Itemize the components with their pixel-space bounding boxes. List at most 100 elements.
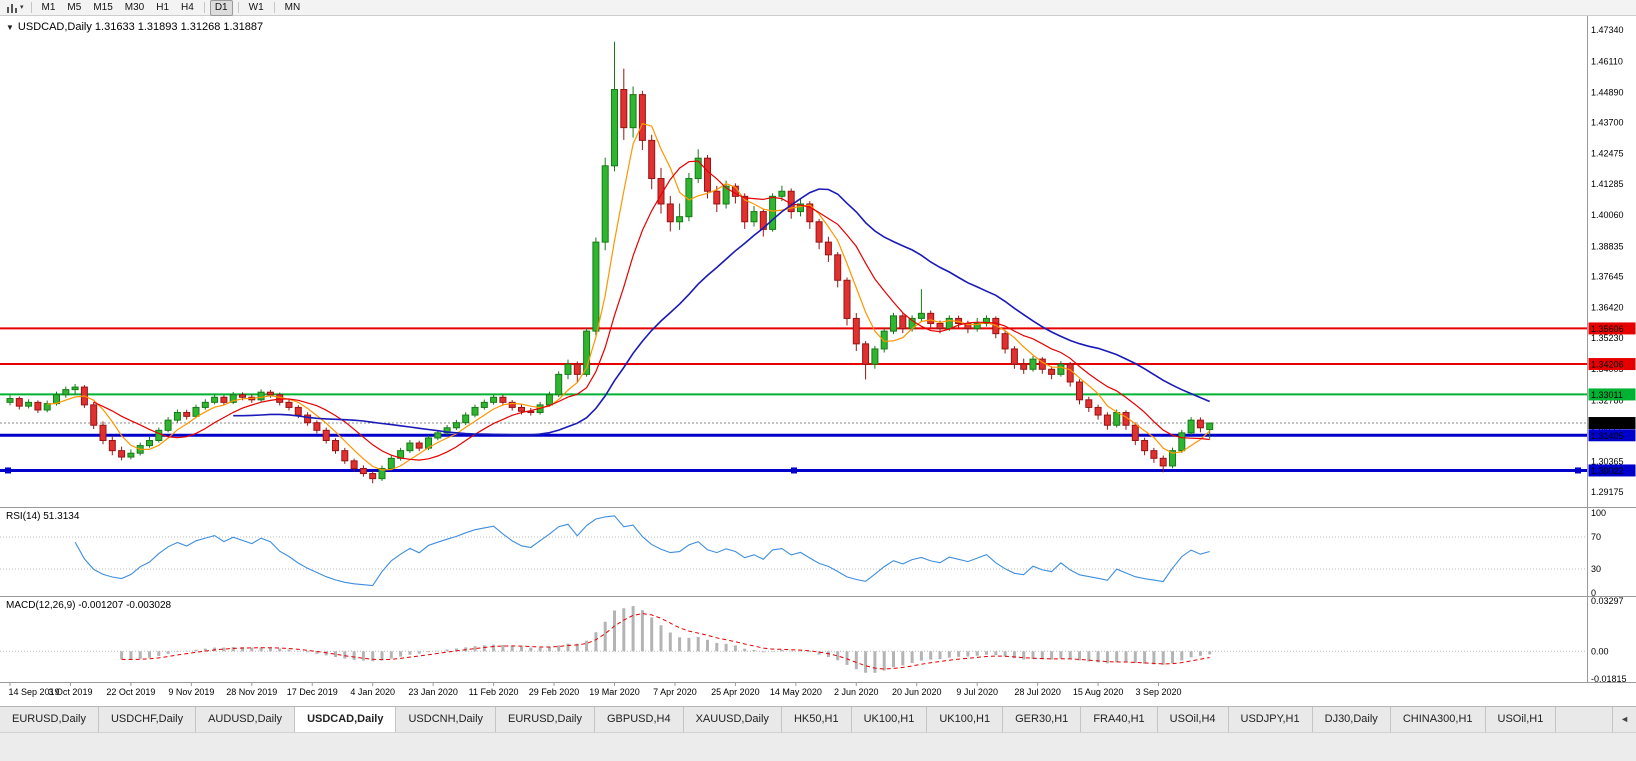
chart-tab-dj30-daily[interactable]: DJ30,Daily	[1312, 707, 1391, 732]
ma-slow-blue-line	[233, 188, 1211, 436]
chevron-down-icon: ▾	[20, 3, 24, 11]
macd-signal-line	[121, 613, 1210, 670]
chart-tab-uk100-h1[interactable]: UK100,H1	[927, 707, 1004, 732]
svg-text:0.03297: 0.03297	[1591, 596, 1624, 606]
timeframe-button-mn[interactable]: MN	[284, 1, 301, 13]
svg-text:28 Nov 2019: 28 Nov 2019	[226, 687, 277, 697]
timeframe-button-m30[interactable]: M30	[124, 1, 145, 13]
hline-handle[interactable]	[791, 467, 797, 474]
chart-area: 1.47340 1.46110 1.44890 1.43700 1.42475 1.412…	[0, 16, 1636, 706]
svg-text:15 Aug 2020: 15 Aug 2020	[1073, 687, 1124, 697]
svg-text:1.34206: 1.34206	[1591, 360, 1624, 370]
svg-text:14 May 2020: 14 May 2020	[770, 687, 822, 697]
symbol-title: ▼ USDCAD,Daily 1.31633 1.31893 1.31268 1.…	[6, 21, 263, 33]
svg-text:3 Oct 2019: 3 Oct 2019	[48, 687, 92, 697]
ma-fast-orange-line	[47, 122, 1211, 471]
timeframe-button-d1[interactable]: D1	[209, 0, 233, 16]
svg-text:1.44890: 1.44890	[1591, 87, 1624, 97]
hline-handle[interactable]	[5, 467, 11, 474]
svg-text:29 Feb 2020: 29 Feb 2020	[529, 687, 580, 697]
svg-text:7 Apr 2020: 7 Apr 2020	[653, 687, 697, 697]
svg-text:0.00: 0.00	[1591, 646, 1609, 656]
svg-text:100: 100	[1591, 508, 1606, 518]
timeframe-buttons-group: M1 M5 M15 M30 H1 H4 D1 W1 MN	[36, 0, 307, 16]
timeframe-button-m5[interactable]: M5	[67, 1, 82, 13]
svg-text:1.38835: 1.38835	[1591, 241, 1624, 251]
chart-tab-eurusd-daily[interactable]: EURUSD,Daily	[0, 707, 99, 732]
symbol-ohlc-text: USDCAD,Daily 1.31633 1.31893 1.31268 1.3…	[17, 21, 264, 33]
horizontal-level-lines[interactable]	[0, 327, 1588, 474]
timeframe-button-h1[interactable]: H1	[156, 1, 170, 13]
svg-text:0: 0	[1591, 588, 1596, 598]
chart-tab-usdchf-daily[interactable]: USDCHF,Daily	[98, 707, 197, 732]
svg-text:70: 70	[1591, 532, 1601, 542]
svg-text:2 Jun 2020: 2 Jun 2020	[834, 687, 879, 697]
svg-text:4 Jan 2020: 4 Jan 2020	[350, 687, 395, 697]
rsi-line	[74, 515, 1210, 587]
timeframe-button-h4[interactable]: H4	[181, 1, 194, 13]
svg-text:1.43700: 1.43700	[1591, 118, 1624, 128]
svg-text:1.29175: 1.29175	[1591, 487, 1624, 497]
chart-tab-hk50-h1[interactable]: HK50,H1	[781, 707, 852, 732]
svg-text:1.33011: 1.33011	[1591, 390, 1623, 400]
chart-tab-china300-h1[interactable]: CHINA300,H1	[1390, 707, 1486, 732]
price-axis: 1.47340 1.46110 1.44890 1.43700 1.42475 1.412…	[1591, 25, 1627, 684]
chart-tab-fra40-h1[interactable]: FRA40,H1	[1081, 707, 1158, 732]
chart-tab-usdcad-daily[interactable]: USDCAD,Daily	[295, 707, 397, 732]
bar-chart-icon	[7, 3, 17, 13]
timeframe-button-w1[interactable]: W1	[248, 1, 264, 13]
tabs-scroll-left-button[interactable]: ◄	[1612, 707, 1636, 732]
svg-text:23 Jan 2020: 23 Jan 2020	[408, 687, 458, 697]
level-price-label	[1588, 322, 1636, 335]
chart-tabs: EURUSD,Daily USDCHF,Daily AUDUSD,Daily USDC…	[0, 707, 1557, 732]
chart-tabs-bar: EURUSD,Daily USDCHF,Daily AUDUSD,Daily USDC…	[0, 706, 1636, 732]
svg-text:1.36420: 1.36420	[1591, 303, 1624, 313]
svg-text:9 Nov 2019: 9 Nov 2019	[168, 687, 214, 697]
chart-tab-usdjpy-h1[interactable]: USDJPY,H1	[1228, 707, 1313, 732]
timeframe-button-m15[interactable]: M15	[93, 1, 113, 13]
svg-text:9 Jul 2020: 9 Jul 2020	[956, 687, 998, 697]
level-price-label	[1588, 429, 1636, 442]
chart-canvas[interactable]: 1.47340 1.46110 1.44890 1.43700 1.42475 1.412…	[0, 16, 1636, 706]
symbol-dropdown-icon[interactable]: ▼	[6, 23, 14, 32]
svg-text:25 Apr 2020: 25 Apr 2020	[711, 687, 760, 697]
chart-tab-audusd-daily[interactable]: AUDUSD,Daily	[196, 707, 296, 732]
toolbar-separator	[30, 2, 32, 13]
toolbar-separator	[237, 2, 239, 13]
svg-text:22 Oct 2019: 22 Oct 2019	[106, 687, 155, 697]
timeframe-toolbar: ▾ M1 M5 M15 M30 H1 H4 D1 W1 MN	[0, 0, 1636, 16]
macd-indicator-label: MACD(12,26,9) -0.001207 -0.003028	[6, 600, 172, 611]
rsi-indicator-label: RSI(14) 51.3134	[6, 511, 80, 522]
current-price-label	[1588, 417, 1636, 430]
toolbar-separator	[273, 2, 275, 13]
svg-text:1.35230: 1.35230	[1591, 333, 1624, 343]
svg-text:30: 30	[1591, 564, 1601, 574]
toolbar-separator	[203, 2, 205, 13]
svg-text:1.40060: 1.40060	[1591, 210, 1624, 220]
chart-tab-usoil-h4[interactable]: USOil,H4	[1157, 707, 1229, 732]
timeframe-button-m1[interactable]: M1	[41, 1, 56, 13]
chart-type-button[interactable]: ▾	[3, 2, 27, 14]
hline-handle[interactable]	[1575, 467, 1581, 474]
svg-text:3 Sep 2020: 3 Sep 2020	[1136, 687, 1182, 697]
chart-tab-usdcnh-daily[interactable]: USDCNH,Daily	[396, 707, 497, 732]
svg-text:11 Feb 2020: 11 Feb 2020	[469, 687, 519, 697]
chart-tab-ger30-h1[interactable]: GER30,H1	[1003, 707, 1082, 732]
ma-mid-red-line	[93, 160, 1210, 461]
chart-tab-usoil-h1[interactable]: USOil,H1	[1485, 707, 1557, 732]
svg-text:14 Sep 2019: 14 Sep 2019	[8, 687, 59, 697]
macd-histogram	[120, 606, 1212, 673]
status-bar	[0, 732, 1636, 761]
svg-text:1.46110: 1.46110	[1591, 56, 1623, 66]
svg-text:1.31887: 1.31887	[1591, 419, 1624, 429]
svg-text:1.30365: 1.30365	[1591, 457, 1624, 467]
svg-text:17 Dec 2019: 17 Dec 2019	[287, 687, 338, 697]
svg-text:-0.01815: -0.01815	[1591, 674, 1627, 684]
chart-tab-gbpusd-h4[interactable]: GBPUSD,H4	[595, 707, 684, 732]
chart-tab-uk100-h1[interactable]: UK100,H1	[851, 707, 928, 732]
svg-text:1.47340: 1.47340	[1591, 25, 1624, 35]
chart-tab-xauusd-daily[interactable]: XAUUSD,Daily	[683, 707, 782, 732]
chart-tab-eurusd-daily[interactable]: EURUSD,Daily	[496, 707, 595, 732]
